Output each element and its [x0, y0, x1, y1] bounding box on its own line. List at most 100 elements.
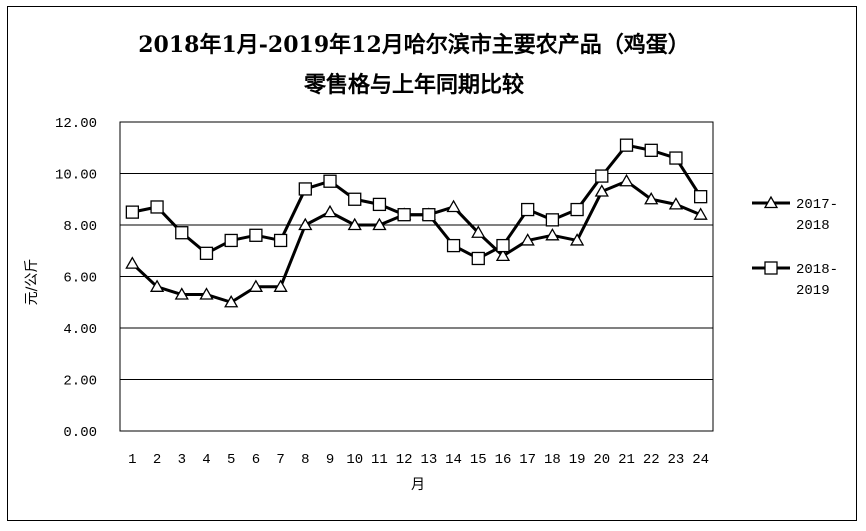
data-point: [175, 226, 189, 240]
data-point: [224, 294, 239, 308]
series-line: [131, 179, 702, 304]
data-point: [372, 197, 387, 212]
legend: 2017- 2018 2018- 2019: [752, 195, 838, 299]
data-point: [619, 173, 634, 187]
x-tick-label: 13: [420, 452, 437, 468]
data-point: [273, 233, 288, 248]
series-line: [132, 143, 702, 260]
x-tick-label: 20: [593, 452, 610, 468]
x-tick-label: 17: [519, 452, 536, 468]
data-point: [298, 217, 313, 231]
y-tick-label: 10.00: [55, 168, 97, 184]
y-tick-label: 6.00: [63, 271, 97, 287]
data-point: [372, 217, 387, 231]
chart-title-line-2: 零售格与上年同期比较: [303, 72, 524, 98]
data-point: [150, 200, 164, 214]
data-point: [668, 197, 684, 210]
x-tick-label: 8: [301, 452, 309, 468]
data-point: [594, 184, 609, 197]
data-point: [570, 202, 584, 217]
y-tick-label: 12.00: [55, 116, 97, 132]
data-point: [347, 217, 362, 231]
x-tick-label: 16: [495, 452, 512, 468]
x-tick-label: 21: [618, 452, 635, 468]
data-point: [446, 238, 461, 253]
series-0: [125, 173, 708, 308]
data-point: [298, 182, 312, 196]
data-point: [199, 246, 214, 260]
y-axis-ticks: 0.00 2.00 4.00 6.00 8.00 10.00 12.00: [55, 116, 97, 441]
x-axis-ticks: 1 2 3 4 5 6 7 8 9 10 11 12 13 14 15 16 17 18 19 20 21 22 23 24: [128, 452, 709, 468]
data-point: [273, 279, 288, 292]
data-point: [397, 208, 411, 222]
x-tick-label: 14: [445, 452, 462, 468]
y-tick-label: 4.00: [63, 322, 97, 338]
x-tick-label: 18: [544, 452, 561, 468]
data-point: [446, 199, 461, 213]
x-tick-label: 19: [569, 452, 586, 468]
x-tick-label: 24: [692, 452, 709, 468]
data-point: [595, 169, 609, 183]
legend-label: 2018: [796, 218, 830, 234]
x-tick-label: 5: [227, 452, 235, 468]
data-point: [520, 233, 535, 246]
x-tick-label: 15: [470, 452, 487, 468]
data-point: [348, 192, 362, 206]
x-tick-label: 23: [668, 452, 685, 468]
legend-label: 2019: [796, 283, 830, 299]
data-point: [545, 227, 560, 241]
data-point: [199, 287, 214, 300]
chart-title-line-1: 2018年1月-2019年12月哈尔滨市主要农产品（鸡蛋）: [138, 32, 690, 58]
data-point: [471, 225, 486, 238]
data-point: [322, 204, 338, 218]
data-point: [644, 143, 658, 157]
data-point: [496, 238, 510, 253]
x-tick-label: 7: [276, 452, 284, 468]
x-tick-label: 10: [346, 452, 363, 468]
data-point: [174, 287, 189, 300]
y-tick-label: 8.00: [63, 219, 97, 235]
legend-marker: [763, 195, 779, 209]
legend-marker: [764, 261, 778, 275]
y-axis-label: 元/公斤: [24, 259, 40, 306]
data-point: [669, 151, 683, 165]
x-tick-label: 2: [153, 452, 161, 468]
data-point: [619, 138, 634, 152]
x-tick-label: 22: [643, 452, 660, 468]
y-tick-label: 2.00: [63, 374, 97, 390]
data-point: [495, 248, 511, 262]
x-tick-label: 12: [396, 452, 413, 468]
series-1: [125, 138, 708, 266]
x-tick-label: 6: [252, 452, 260, 468]
x-tick-label: 1: [128, 452, 136, 468]
legend-label: 2017-: [796, 197, 838, 213]
legend-label: 2018-: [796, 262, 838, 278]
data-point: [249, 228, 263, 242]
data-point: [149, 279, 165, 292]
data-point: [693, 207, 708, 220]
legend-item-0: 2017- 2018: [752, 195, 838, 234]
data-point: [521, 202, 535, 217]
series-lines: [125, 138, 708, 308]
x-tick-label: 3: [178, 452, 186, 468]
data-point: [125, 205, 140, 219]
data-point: [693, 190, 708, 204]
x-tick-label: 11: [371, 452, 388, 468]
legend-item-1: 2018- 2019: [752, 261, 838, 299]
data-point: [422, 208, 436, 222]
data-point: [248, 279, 264, 292]
x-tick-label: 9: [326, 452, 334, 468]
y-tick-label: 0.00: [63, 425, 97, 441]
data-point: [545, 213, 560, 227]
data-point: [471, 251, 485, 266]
x-axis-label: 月: [411, 477, 425, 493]
data-point: [125, 256, 140, 269]
data-point: [224, 233, 238, 248]
data-point: [644, 191, 659, 205]
data-point: [323, 174, 337, 188]
data-point: [569, 233, 585, 246]
gridlines: [119, 121, 714, 432]
x-tick-label: 4: [202, 452, 210, 468]
chart-frame: [7, 6, 857, 521]
